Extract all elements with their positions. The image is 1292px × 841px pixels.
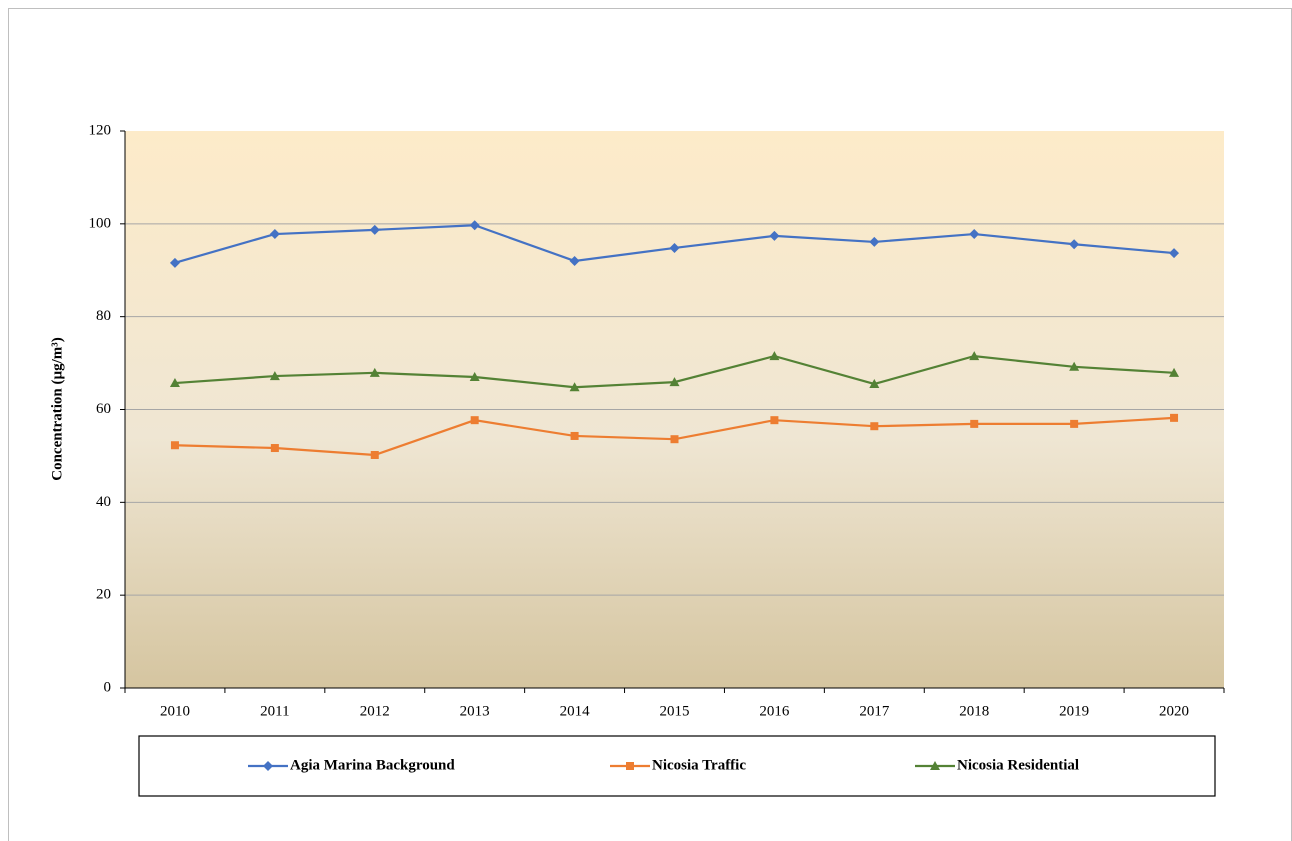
point bbox=[969, 229, 980, 240]
y-tick-label: 80 bbox=[96, 308, 111, 324]
point bbox=[769, 351, 780, 361]
point bbox=[470, 416, 479, 425]
point bbox=[369, 224, 380, 235]
point bbox=[769, 230, 780, 241]
point bbox=[370, 450, 379, 459]
x-tick-label: 2020 bbox=[1159, 703, 1189, 719]
x-tick-label: 2012 bbox=[360, 703, 390, 719]
point bbox=[869, 236, 880, 247]
point bbox=[170, 441, 179, 450]
point bbox=[970, 419, 979, 428]
y-tick-label: 0 bbox=[104, 679, 112, 695]
point bbox=[669, 377, 680, 387]
legend-label: Nicosia Residential bbox=[957, 757, 1079, 773]
x-tick-label: 2018 bbox=[959, 703, 989, 719]
x-tick-label: 2016 bbox=[759, 703, 790, 719]
legend-label: Nicosia Traffic bbox=[652, 757, 746, 773]
x-tick-label: 2017 bbox=[859, 703, 890, 719]
y-tick-label: 60 bbox=[96, 401, 111, 417]
point bbox=[1070, 419, 1079, 428]
legend bbox=[138, 735, 1216, 797]
point bbox=[1169, 248, 1180, 259]
point bbox=[570, 431, 579, 440]
legend-marker bbox=[263, 761, 273, 771]
point bbox=[670, 435, 679, 444]
point bbox=[770, 416, 779, 425]
point bbox=[1169, 367, 1180, 377]
point bbox=[469, 220, 480, 231]
point bbox=[870, 422, 879, 431]
x-tick-label: 2015 bbox=[660, 703, 690, 719]
x-tick-label: 2014 bbox=[560, 703, 591, 719]
x-tick-label: 2011 bbox=[260, 703, 289, 719]
point bbox=[669, 242, 680, 253]
point bbox=[869, 378, 880, 388]
legend-label: Agia Marina Background bbox=[290, 757, 455, 773]
y-tick-label: 120 bbox=[89, 122, 112, 138]
point bbox=[1069, 239, 1080, 250]
y-tick-label: 100 bbox=[89, 215, 112, 231]
legend-marker bbox=[930, 761, 940, 770]
x-tick-label: 2019 bbox=[1059, 703, 1089, 719]
point bbox=[569, 255, 580, 266]
point bbox=[469, 372, 480, 382]
point bbox=[969, 351, 980, 361]
point bbox=[270, 444, 279, 453]
point bbox=[269, 371, 280, 381]
point bbox=[1069, 361, 1080, 371]
point bbox=[169, 257, 180, 268]
y-tick-label: 20 bbox=[96, 587, 111, 603]
point bbox=[1170, 413, 1179, 422]
x-tick-label: 2010 bbox=[160, 703, 190, 719]
point bbox=[269, 229, 280, 240]
point bbox=[569, 382, 580, 392]
point bbox=[169, 378, 180, 388]
legend-marker bbox=[626, 762, 634, 770]
y-tick-label: 40 bbox=[96, 494, 111, 510]
y-axis-label: Concentration (µg/m³) bbox=[49, 337, 65, 481]
point bbox=[369, 367, 380, 377]
x-tick-label: 2013 bbox=[460, 703, 490, 719]
